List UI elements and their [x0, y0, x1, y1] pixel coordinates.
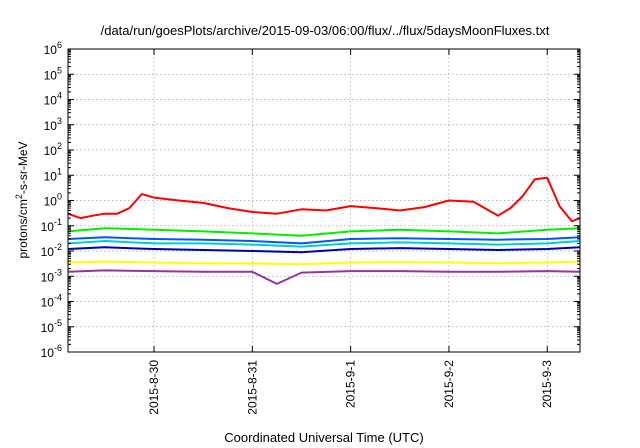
y-tick-base: 10	[41, 321, 55, 335]
y-tick-exponent: 1	[57, 166, 62, 176]
y-tick-base: 10	[41, 270, 55, 284]
y-tick-base: 10	[41, 346, 55, 360]
chart-title: /data/run/goesPlots/archive/2015-09-03/0…	[101, 23, 550, 38]
series-line-7	[67, 269, 581, 285]
series-line-2	[67, 227, 581, 237]
y-tick-base: 10	[44, 169, 58, 183]
y-tick-exponent: -4	[54, 293, 62, 303]
y-tick-label: 10-3	[41, 267, 62, 284]
y-tick-base: 10	[44, 195, 58, 209]
y-tick-exponent: 3	[57, 116, 62, 126]
x-tick-label: 2015-8-31	[245, 360, 259, 415]
series-line-3	[67, 240, 581, 248]
y-axis-label: protons/cm2-s-sr-MeV	[14, 141, 30, 258]
y-tick-label: 101	[44, 166, 62, 183]
grid-lines	[68, 49, 580, 352]
series-line-1	[67, 176, 581, 223]
y-tick-label: 106	[44, 40, 62, 57]
series-line-4	[67, 236, 581, 245]
y-tick-base: 10	[41, 296, 55, 310]
y-tick-exponent: -6	[54, 343, 62, 353]
y-tick-exponent: -1	[54, 217, 62, 227]
y-tick-label: 100	[44, 192, 62, 209]
y-tick-base: 10	[44, 94, 58, 108]
y-tick-label: 10-5	[41, 318, 62, 335]
y-tick-base: 10	[41, 220, 55, 234]
y-tick-exponent: 5	[57, 65, 62, 75]
y-tick-base: 10	[41, 245, 55, 259]
y-tick-exponent: -3	[54, 267, 62, 277]
y-tick-label: 103	[44, 116, 62, 133]
y-axis: 10610510410310210110010-110-210-310-410-…	[41, 40, 580, 360]
y-tick-exponent: -2	[54, 242, 62, 252]
x-axis: 2015-8-30 2015-8-31 2015-9-1 2015-9-2 2015-9…	[147, 49, 554, 415]
y-tick-base: 10	[44, 43, 58, 57]
y-tick-exponent: 6	[57, 40, 62, 50]
y-tick-label: 10-6	[41, 343, 62, 360]
y-tick-label: 10-2	[41, 242, 62, 259]
y-tick-exponent: -5	[54, 318, 62, 328]
y-tick-label: 105	[44, 65, 62, 82]
y-axis-label-pre: protons/cm	[16, 199, 30, 258]
y-tick-label: 102	[44, 141, 62, 158]
series-line-5	[67, 246, 581, 254]
y-tick-base: 10	[44, 68, 58, 82]
y-axis-label-sup: 2	[14, 194, 24, 199]
x-tick-label: 2015-9-3	[540, 360, 554, 408]
x-tick-label: 2015-9-1	[344, 360, 358, 408]
x-axis-label: Coordinated Universal Time (UTC)	[224, 430, 423, 445]
series-layer	[67, 176, 581, 285]
y-tick-label: 10-1	[41, 217, 62, 234]
y-tick-label: 104	[44, 91, 62, 108]
y-axis-label-post: -s-sr-MeV	[16, 141, 30, 194]
y-tick-exponent: 2	[57, 141, 62, 151]
x-tick-label: 2015-9-2	[442, 360, 456, 408]
y-tick-base: 10	[44, 119, 58, 133]
y-tick-base: 10	[44, 144, 58, 158]
y-tick-exponent: 0	[57, 192, 62, 202]
x-tick-label: 2015-8-30	[147, 360, 161, 415]
y-tick-label: 10-4	[41, 293, 62, 310]
y-tick-exponent: 4	[57, 91, 62, 101]
series-line-6	[67, 260, 581, 266]
